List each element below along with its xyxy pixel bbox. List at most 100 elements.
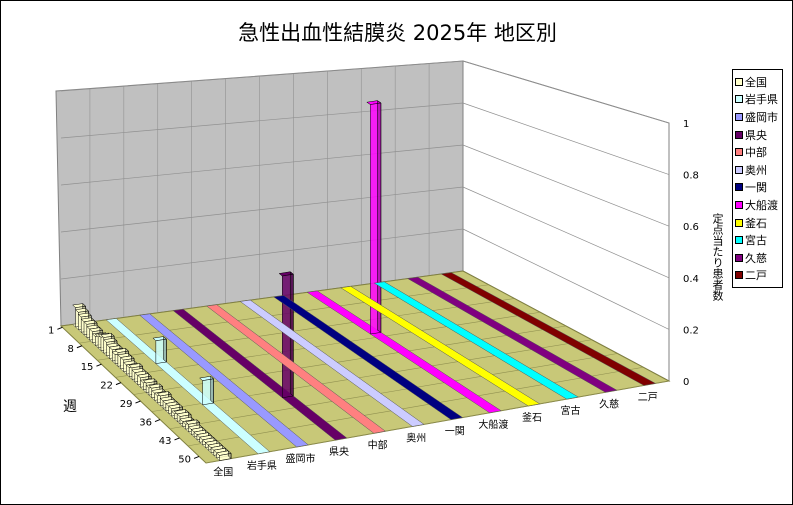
legend-item: 全国 xyxy=(735,73,780,91)
series-strip-久慈 xyxy=(406,276,618,393)
series-strip-一関 xyxy=(273,295,464,420)
gridline xyxy=(462,144,670,227)
category-label: 釜石 xyxy=(522,411,542,424)
legend-swatch xyxy=(735,253,743,262)
bar-side xyxy=(377,100,382,333)
series-strip-盛岡市 xyxy=(139,313,309,448)
legend-swatch xyxy=(735,165,743,174)
floor-gridline xyxy=(151,339,592,412)
series-strip-宮古 xyxy=(373,281,580,400)
gridline xyxy=(462,60,670,124)
gridline xyxy=(60,60,464,92)
legend-label: 盛岡市 xyxy=(745,110,778,124)
bar-side xyxy=(227,450,232,460)
week-tick-label: 22 xyxy=(100,381,113,392)
week-tick-label: 15 xyxy=(81,362,94,373)
week-tick xyxy=(174,437,180,441)
legend-label: 二戸 xyxy=(745,269,767,283)
category-label: 奥州 xyxy=(406,431,426,444)
series-strip-二戸 xyxy=(440,272,657,386)
week-tick xyxy=(57,326,63,330)
legend-label: 中部 xyxy=(745,146,767,160)
legend-swatch xyxy=(735,130,743,139)
legend-label: 宮古 xyxy=(745,234,767,248)
legend-item: 奥州 xyxy=(735,161,780,179)
y-axis-title: 定点当たり患者数 xyxy=(711,213,724,301)
bar-side xyxy=(210,375,214,404)
legend-label: 釜石 xyxy=(745,216,767,230)
legend-swatch xyxy=(735,271,743,280)
legend-item: 岩手県 xyxy=(735,91,780,109)
legend-swatch xyxy=(735,148,743,157)
week-tick xyxy=(76,345,83,349)
series-strip-釜石 xyxy=(340,286,541,407)
legend-label: 岩手県 xyxy=(745,93,778,107)
legend-swatch xyxy=(735,183,743,192)
week-tick xyxy=(193,455,200,459)
y-tick-label: 0.8 xyxy=(683,171,699,182)
category-label: 中部 xyxy=(368,438,388,451)
category-label: 県央 xyxy=(329,445,349,458)
week-tick-label: 36 xyxy=(139,418,152,429)
series-strip-岩手県 xyxy=(105,318,271,455)
floor-gridline xyxy=(205,380,670,464)
gridline xyxy=(462,102,670,175)
bar-side xyxy=(163,336,167,363)
category-label: 大船渡 xyxy=(478,418,508,431)
gridline xyxy=(60,102,464,139)
week-tick-label: 43 xyxy=(159,436,172,447)
category-label: 全国 xyxy=(213,466,233,479)
legend-swatch xyxy=(735,200,743,209)
legend-item: 中部 xyxy=(735,143,780,161)
y-tick-label: 0.4 xyxy=(683,274,699,285)
legend-swatch xyxy=(735,218,743,227)
category-label: 宮古 xyxy=(561,404,581,417)
legend-label: 一関 xyxy=(745,181,767,195)
floor-gridline xyxy=(115,311,541,378)
gridline xyxy=(60,144,464,186)
legend-label: 県央 xyxy=(745,128,767,142)
y-tick-label: 1 xyxy=(683,119,689,130)
legend-swatch xyxy=(735,112,743,121)
week-tick-label: 50 xyxy=(178,454,191,465)
legend-item: 大船渡 xyxy=(735,196,780,214)
gridline xyxy=(462,186,670,279)
week-tick-label: 29 xyxy=(120,399,133,410)
gridline xyxy=(60,228,464,280)
week-tick-label: 8 xyxy=(68,344,74,355)
y-tick-label: 0 xyxy=(683,377,689,388)
legend-label: 奥州 xyxy=(745,163,767,177)
y-tick-label: 0.2 xyxy=(683,325,699,336)
legend-item: 盛岡市 xyxy=(735,108,780,126)
floor-gridline xyxy=(187,366,644,447)
legend-label: 大船渡 xyxy=(745,198,778,212)
legend-swatch xyxy=(735,95,743,104)
category-label: 久慈 xyxy=(599,397,619,410)
gridline xyxy=(60,186,464,233)
series-strip-県央 xyxy=(172,309,348,441)
gridline xyxy=(462,228,670,330)
category-label: 二戸 xyxy=(638,391,658,403)
series-strip-中部 xyxy=(206,304,387,434)
legend-item: 宮古 xyxy=(735,231,780,249)
week-tick xyxy=(96,363,102,367)
legend-swatch xyxy=(735,236,743,245)
floor-gridline xyxy=(97,298,515,361)
category-label: 盛岡市 xyxy=(285,452,315,465)
week-tick xyxy=(135,400,141,404)
category-label: 一関 xyxy=(445,426,465,438)
legend-item: 久慈 xyxy=(735,249,780,267)
series-strip-大船渡 xyxy=(306,290,502,414)
week-tick xyxy=(154,419,161,422)
y-tick-label: 0.6 xyxy=(683,222,699,233)
chart-title: 急性出血性結膜炎 2025年 地区別 xyxy=(238,21,557,45)
floor-gridline xyxy=(169,353,618,430)
legend-item: 二戸 xyxy=(735,267,780,285)
legend-label: 久慈 xyxy=(745,251,767,265)
x-axis-title: 週 xyxy=(63,399,77,415)
legend: 全国岩手県盛岡市県央中部奥州一関大船渡釜石宮古久慈二戸 xyxy=(732,69,783,289)
legend-label: 全国 xyxy=(745,75,767,89)
week-tick-label: 1 xyxy=(48,325,54,336)
